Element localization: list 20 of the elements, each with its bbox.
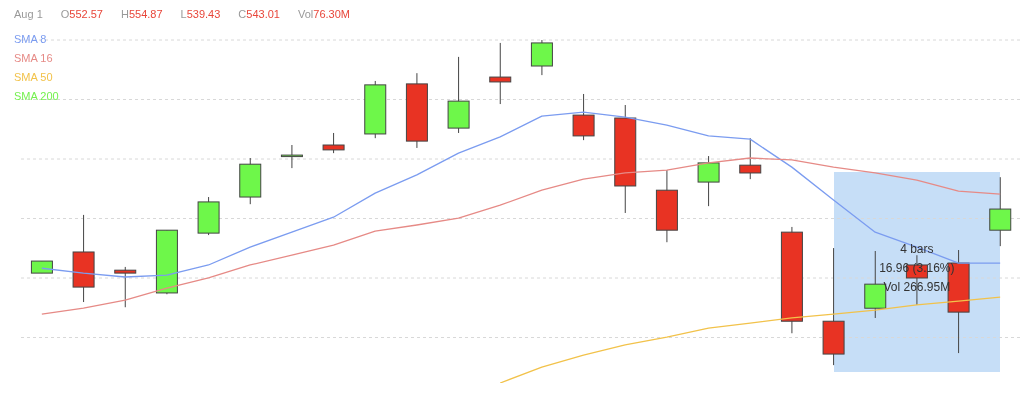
text: O552.57 — [60, 8, 103, 20]
candlestick — [322, 132, 345, 154]
candlestick — [572, 93, 595, 141]
legend-label: SMA 200 — [14, 89, 59, 104]
candlestick — [280, 144, 303, 169]
candlestick — [739, 137, 762, 180]
text: L539.43 — [180, 8, 221, 20]
candlestick — [489, 42, 512, 105]
text: SMA 16 — [14, 51, 54, 66]
text: Vol76.30M — [297, 8, 350, 20]
candlestick — [114, 266, 137, 308]
candlestick — [530, 40, 553, 76]
text: SMA 50 — [14, 70, 54, 85]
text: Aug 1 — [14, 8, 43, 20]
annotation: 4 bars — [899, 241, 935, 258]
text: H554.87 — [120, 8, 163, 20]
text: C543.01 — [238, 8, 280, 20]
candlestick — [697, 155, 720, 207]
candlestick — [989, 176, 1012, 247]
text: SMA 8 — [14, 32, 48, 47]
